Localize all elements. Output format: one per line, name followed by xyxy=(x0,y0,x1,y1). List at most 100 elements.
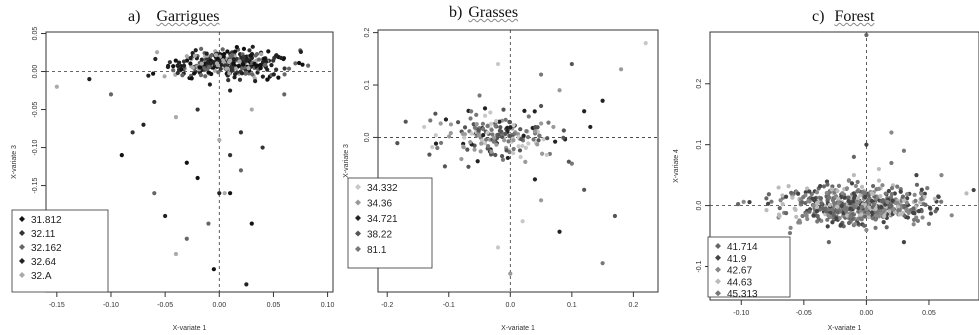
scatter-point xyxy=(884,225,889,230)
scatter-point xyxy=(448,130,453,136)
scatter-point xyxy=(300,62,305,67)
scatter-point xyxy=(195,175,200,181)
scatter-point xyxy=(814,201,820,206)
legend-box xyxy=(347,177,433,269)
scatter-point xyxy=(286,66,292,71)
scatter-point xyxy=(260,74,265,79)
plot-a-svg: -0.15 -0.10 -0.05 0.00 0.05 0.10 0.05 0.00 -0.05… xyxy=(11,27,335,332)
scatter-point xyxy=(208,60,213,66)
scatter-point xyxy=(537,133,542,138)
scatter-point xyxy=(912,192,917,197)
legend-marker xyxy=(715,254,721,261)
scatter-point xyxy=(274,67,279,72)
scatter-point xyxy=(532,129,538,134)
scatter-point xyxy=(880,183,885,188)
panel-c-name: Forest xyxy=(834,8,875,25)
scatter-point xyxy=(482,141,488,146)
scatter-point xyxy=(438,140,444,146)
scatter-point xyxy=(518,127,523,132)
legend-label: 38.22 xyxy=(367,230,392,241)
scatter-point xyxy=(887,203,892,208)
scatter-point xyxy=(829,187,834,192)
scatter-point xyxy=(448,122,454,127)
scatter-point xyxy=(130,130,135,135)
scatter-point xyxy=(173,115,179,120)
scatter-point xyxy=(234,66,239,71)
scatter-point xyxy=(889,191,894,197)
scatter-point xyxy=(777,206,782,211)
scatter-point xyxy=(493,152,498,158)
scatter-point xyxy=(265,67,270,72)
scatter-point xyxy=(520,219,525,224)
scatter-point xyxy=(162,74,167,79)
scatter-point xyxy=(462,125,468,130)
scatter-point xyxy=(212,68,217,73)
scatter-point xyxy=(815,219,820,224)
scatter-point xyxy=(848,214,853,219)
scatter-point xyxy=(175,63,180,68)
scatter-point xyxy=(561,128,566,133)
scatter-point xyxy=(913,198,918,203)
scatter-point xyxy=(879,204,884,210)
scatter-point xyxy=(230,53,235,58)
scatter-point xyxy=(433,141,439,146)
scatter-point xyxy=(207,82,213,87)
scatter-point xyxy=(923,202,928,207)
scatter-point xyxy=(569,61,574,67)
y-tick-label: 0.1 xyxy=(364,80,371,90)
scatter-point xyxy=(830,198,836,203)
scatter-point xyxy=(193,48,198,53)
scatter-point xyxy=(154,50,160,55)
scatter-point xyxy=(238,168,244,173)
legend-label: 41.9 xyxy=(727,254,747,265)
scatter-point xyxy=(462,135,467,140)
scatter-point xyxy=(735,202,741,207)
x-tick-label: 0.05 xyxy=(922,310,936,317)
scatter-point xyxy=(218,66,223,71)
scatter-point xyxy=(475,159,480,164)
scatter-point xyxy=(846,195,851,200)
scatter-point xyxy=(526,114,531,119)
scatter-point xyxy=(435,145,440,151)
scatter-point xyxy=(853,183,858,189)
scatter-point xyxy=(213,53,219,58)
scatter-point xyxy=(851,173,856,178)
x-tick-label: 0.00 xyxy=(860,310,874,317)
legend-marker xyxy=(715,243,721,249)
scatter-point xyxy=(876,178,882,183)
scatter-point xyxy=(850,199,856,204)
scatter-point xyxy=(825,217,830,222)
scatter-point xyxy=(849,181,855,186)
scatter-point xyxy=(837,216,842,221)
scatter-point xyxy=(395,141,400,146)
scatter-point xyxy=(282,92,287,97)
scatter-point xyxy=(245,58,250,63)
x-axis-label: X-variate 1 xyxy=(173,325,207,332)
scatter-point xyxy=(228,88,233,93)
scatter-point xyxy=(428,118,433,123)
scatter-point xyxy=(932,196,937,201)
x-tick-label: -0.1 xyxy=(443,302,455,309)
scatter-point xyxy=(146,73,151,78)
scatter-point xyxy=(905,215,910,220)
panel-forest: c) Forest -0.10 -0.05 0.00 0.05 0.2 0.1 0.0 -0.… xyxy=(666,0,979,335)
scatter-point xyxy=(939,199,944,204)
scatter-point xyxy=(519,136,524,142)
scatter-point xyxy=(859,184,865,189)
scatter-point xyxy=(481,133,486,138)
scatter-point xyxy=(786,184,791,189)
panel-b-name: Grasses xyxy=(468,4,519,21)
scatter-point xyxy=(241,46,247,51)
scatter-point xyxy=(151,71,156,76)
scatter-point xyxy=(866,215,871,220)
scatter-point xyxy=(855,196,861,201)
scatter-point xyxy=(925,186,930,191)
scatter-point xyxy=(521,133,526,138)
scatter-point xyxy=(485,123,490,128)
scatter-point xyxy=(179,67,184,72)
y-tick-label: 0.1 xyxy=(696,140,703,150)
scatter-point xyxy=(206,64,212,70)
scatter-point xyxy=(233,49,238,54)
scatter-point xyxy=(266,49,271,54)
scatter-point xyxy=(855,179,860,185)
